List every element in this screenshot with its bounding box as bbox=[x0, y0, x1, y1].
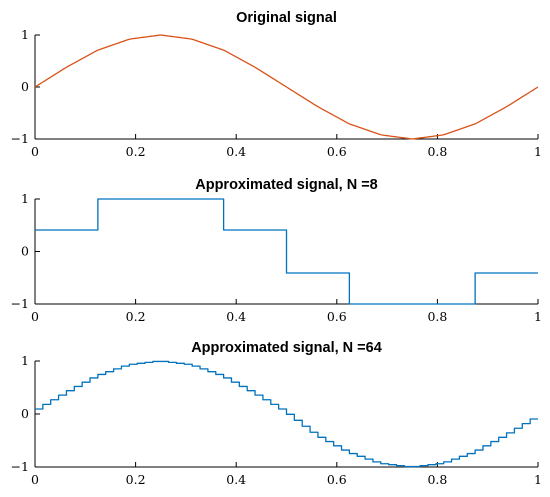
x-tick-label: 0.4 bbox=[226, 144, 246, 159]
y-tick-label: −1 bbox=[11, 459, 29, 474]
y-tick-label: 0 bbox=[21, 406, 29, 421]
x-tick-label: 0.8 bbox=[427, 472, 447, 487]
x-tick-label: 1 bbox=[534, 472, 542, 487]
x-tick-label: 0 bbox=[31, 309, 39, 324]
x-tick-label: 0.2 bbox=[126, 144, 146, 159]
subplot-3: Approximated signal, N =64 0 0.2 0.4 0.6 0.8 1… bbox=[11, 340, 542, 487]
x-tick-label: 0.2 bbox=[126, 309, 146, 324]
y-tick-label: 1 bbox=[21, 353, 29, 368]
x-tick-label: 0.6 bbox=[327, 309, 347, 324]
y-tick-label: 0 bbox=[21, 244, 29, 259]
y-tick-label: −1 bbox=[11, 131, 29, 146]
x-tick-label: 0.8 bbox=[427, 309, 447, 324]
series-line bbox=[35, 360, 538, 468]
plot-title: Original signal bbox=[236, 10, 337, 26]
y-tick-label: 0 bbox=[21, 79, 29, 94]
x-tick-label: 0.6 bbox=[327, 472, 347, 487]
plot-title: Approximated signal, N =8 bbox=[195, 177, 378, 193]
series-line bbox=[35, 198, 538, 305]
x-tick-label: 1 bbox=[534, 309, 542, 324]
plot-title: Approximated signal, N =64 bbox=[191, 340, 382, 356]
y-tick-label: 1 bbox=[21, 27, 29, 42]
x-tick-label: 1 bbox=[534, 144, 542, 159]
subplot-2: Approximated signal, N =8 0 0.2 0.4 0.6 0.8 1 1… bbox=[11, 177, 542, 324]
x-tick-label: 0.6 bbox=[327, 144, 347, 159]
x-tick-label: 0.4 bbox=[226, 472, 246, 487]
y-tick-label: 1 bbox=[21, 191, 29, 206]
x-tick-label: 0.4 bbox=[226, 309, 246, 324]
y-tick-label: −1 bbox=[11, 296, 29, 311]
x-tick-label: 0.2 bbox=[126, 472, 146, 487]
x-tick-label: 0 bbox=[31, 472, 39, 487]
x-tick-label: 0 bbox=[31, 144, 39, 159]
x-tick-label: 0.8 bbox=[427, 144, 447, 159]
series-line bbox=[34, 34, 539, 140]
